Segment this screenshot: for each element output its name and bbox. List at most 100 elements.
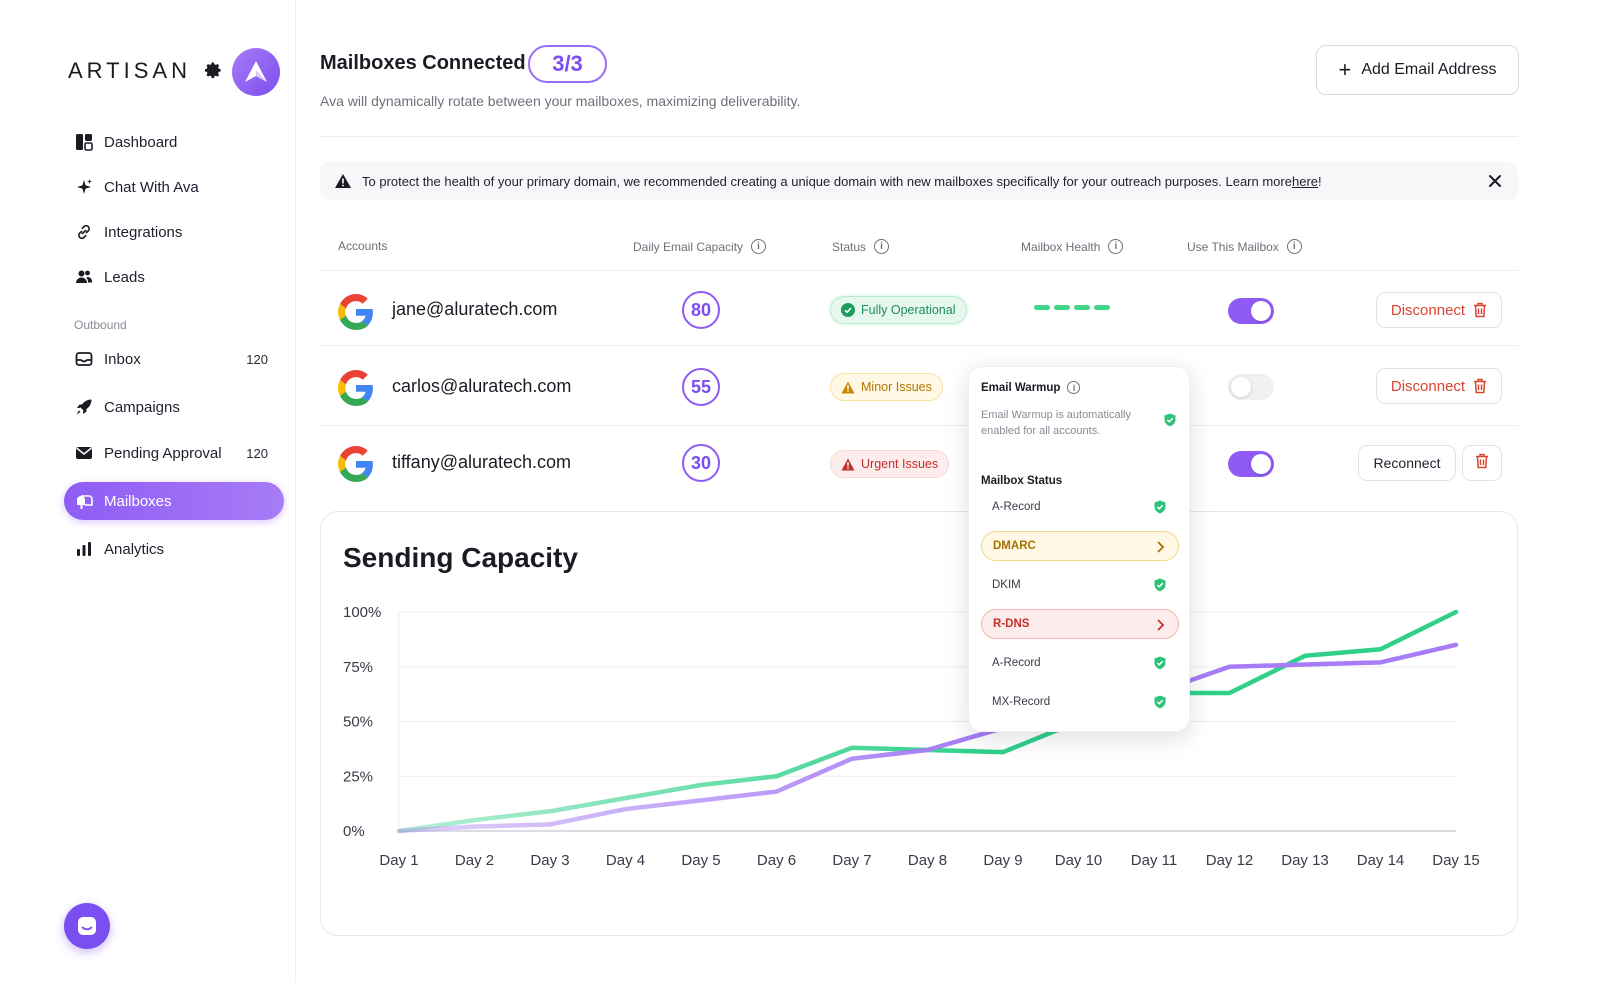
shield-check-icon bbox=[1164, 413, 1176, 427]
google-icon bbox=[338, 446, 373, 482]
capacity-badge: 80 bbox=[682, 291, 720, 329]
status-badge: Fully Operational bbox=[830, 296, 967, 324]
use-mailbox-toggle[interactable] bbox=[1228, 451, 1274, 477]
info-icon[interactable]: i bbox=[1108, 239, 1124, 254]
mail-icon bbox=[74, 443, 94, 463]
trash-icon bbox=[1473, 302, 1487, 318]
divider bbox=[320, 345, 1518, 346]
record-label: A-Record bbox=[992, 501, 1041, 513]
record-row-mx-record[interactable]: MX-Record bbox=[981, 687, 1179, 717]
col-header-label: Accounts bbox=[338, 239, 388, 253]
warning-icon bbox=[334, 173, 352, 189]
x-tick-label: Day 7 bbox=[832, 852, 871, 869]
support-chat-button[interactable] bbox=[64, 903, 110, 949]
disconnect-button[interactable]: Disconnect bbox=[1376, 292, 1502, 328]
sidebar-item-label: Chat With Ava bbox=[104, 178, 199, 196]
inbox-icon bbox=[74, 349, 94, 369]
x-tick-label: Day 3 bbox=[530, 852, 569, 869]
divider bbox=[320, 136, 1518, 137]
brand-logo[interactable]: ARTISAN bbox=[68, 58, 191, 83]
plus-icon: + bbox=[1338, 57, 1352, 82]
reconnect-button[interactable]: Reconnect bbox=[1358, 445, 1456, 481]
col-header-label: Use This Mailbox bbox=[1187, 239, 1279, 254]
pending-approval-count: 120 bbox=[246, 445, 268, 461]
status-label: Fully Operational bbox=[861, 303, 956, 317]
link-icon bbox=[74, 222, 94, 242]
x-tick-label: Day 2 bbox=[455, 852, 494, 869]
record-row-a-record[interactable]: A-Record bbox=[981, 492, 1179, 522]
info-icon[interactable]: i bbox=[751, 239, 767, 254]
sidebar-item-inbox[interactable]: Inbox 120 bbox=[64, 340, 284, 378]
check-circle-icon bbox=[841, 303, 855, 317]
y-tick-label: 75% bbox=[343, 659, 373, 676]
sidebar-item-label: Leads bbox=[104, 268, 145, 286]
learn-more-link[interactable]: here bbox=[1291, 173, 1319, 189]
sidebar-item-leads[interactable]: Leads bbox=[64, 258, 284, 296]
use-mailbox-toggle[interactable] bbox=[1228, 298, 1274, 324]
x-tick-label: Day 8 bbox=[908, 852, 947, 869]
x-tick-label: Day 13 bbox=[1281, 852, 1329, 869]
mailbox-health-bar bbox=[1034, 305, 1110, 310]
shield-check-icon bbox=[1154, 500, 1166, 514]
x-tick-label: Day 10 bbox=[1055, 852, 1103, 869]
table-row: tiffany@aluratech.com 30 Urgent Issues R… bbox=[320, 428, 1518, 500]
x-tick-label: Day 1 bbox=[379, 852, 418, 869]
rocket-icon bbox=[74, 397, 94, 417]
chat-icon bbox=[78, 917, 96, 935]
domain-warning-banner: To protect the health of your primary do… bbox=[320, 162, 1518, 200]
table-row: jane@aluratech.com 80 Fully Operational … bbox=[320, 274, 1518, 346]
x-tick-label: Day 6 bbox=[757, 852, 796, 869]
trash-icon bbox=[1475, 453, 1489, 474]
bar-chart-icon bbox=[74, 539, 94, 559]
info-icon[interactable]: i bbox=[1067, 381, 1081, 394]
sidebar-item-pending-approval[interactable]: Pending Approval 120 bbox=[64, 434, 284, 472]
record-row-dkim[interactable]: DKIM bbox=[981, 570, 1179, 600]
banner-suffix: ! bbox=[1318, 173, 1322, 189]
capacity-badge: 55 bbox=[682, 368, 720, 406]
sidebar-item-analytics[interactable]: Analytics bbox=[64, 530, 284, 568]
shield-check-icon bbox=[1154, 695, 1166, 709]
info-icon[interactable]: i bbox=[1286, 239, 1302, 254]
sidebar-item-mailboxes[interactable]: Mailboxes bbox=[64, 482, 284, 520]
mailbox-status-popover: Email Warmup i Email Warmup is automatic… bbox=[968, 366, 1190, 732]
ava-avatar[interactable] bbox=[232, 48, 280, 96]
email-warmup-title: Email Warmup bbox=[981, 381, 1061, 394]
trash-icon bbox=[1473, 378, 1487, 394]
mailbox-count-badge: 3/3 bbox=[528, 45, 607, 83]
use-mailbox-toggle[interactable] bbox=[1228, 374, 1274, 400]
x-tick-label: Day 5 bbox=[681, 852, 720, 869]
chart-title: Sending Capacity bbox=[343, 542, 578, 573]
x-tick-label: Day 14 bbox=[1357, 852, 1405, 869]
google-icon bbox=[338, 294, 373, 330]
shield-check-icon bbox=[1154, 578, 1166, 592]
disconnect-button[interactable]: Disconnect bbox=[1376, 368, 1502, 404]
add-email-label: Add Email Address bbox=[1361, 61, 1497, 78]
google-icon bbox=[338, 370, 373, 406]
sidebar-item-chat[interactable]: Chat With Ava bbox=[64, 168, 284, 206]
sidebar-item-integrations[interactable]: Integrations bbox=[64, 213, 284, 251]
account-email: carlos@aluratech.com bbox=[392, 376, 572, 396]
record-row-r-dns[interactable]: R-DNS bbox=[981, 609, 1179, 639]
sending-capacity-card: Sending Capacity 100% 75% 50% 25% 0% Day 1 Day… bbox=[320, 511, 1518, 936]
warning-icon bbox=[841, 458, 855, 471]
delete-button[interactable] bbox=[1462, 445, 1502, 481]
col-header-label: Status bbox=[832, 239, 867, 254]
col-header-health: Mailbox Health i bbox=[1021, 239, 1124, 254]
record-label: R-DNS bbox=[993, 618, 1030, 630]
record-row-dmarc[interactable]: DMARC bbox=[981, 531, 1179, 561]
info-icon[interactable]: i bbox=[874, 239, 890, 254]
record-row-a-record[interactable]: A-Record bbox=[981, 648, 1179, 678]
y-tick-label: 100% bbox=[343, 604, 381, 621]
col-header-label: Mailbox Health bbox=[1021, 239, 1101, 254]
sidebar-item-campaigns[interactable]: Campaigns bbox=[64, 388, 284, 426]
sidebar-item-dashboard[interactable]: Dashboard bbox=[64, 123, 284, 161]
banner-text: To protect the health of your primary do… bbox=[362, 173, 1292, 189]
divider bbox=[320, 425, 1518, 426]
mailbox-icon bbox=[74, 491, 94, 511]
email-warmup-heading: Email Warmup i bbox=[981, 381, 1081, 394]
gear-icon[interactable] bbox=[202, 59, 224, 81]
sidebar-item-label: Pending Approval bbox=[104, 444, 222, 462]
add-email-button[interactable]: + Add Email Address bbox=[1316, 45, 1519, 95]
account-email: jane@aluratech.com bbox=[392, 299, 558, 319]
close-icon[interactable] bbox=[1486, 172, 1504, 190]
